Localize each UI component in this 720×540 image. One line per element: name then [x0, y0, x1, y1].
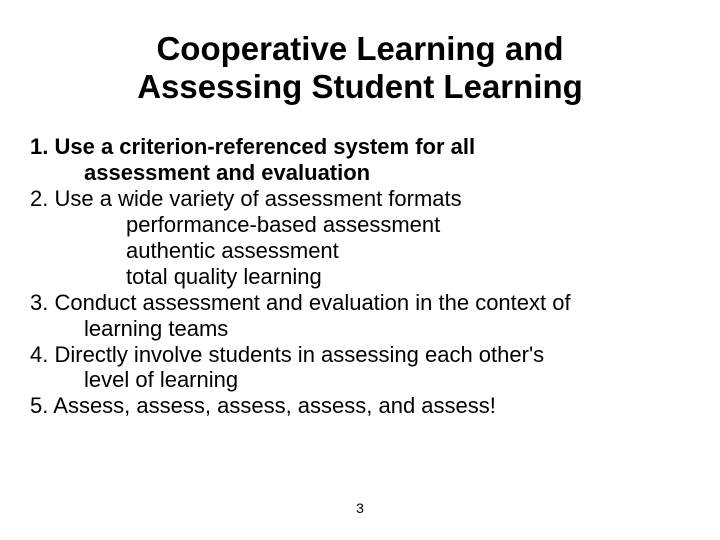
item-number: 3.: [30, 290, 48, 315]
slide: Cooperative Learning and Assessing Stude…: [0, 0, 720, 540]
item-number: 4.: [30, 342, 48, 367]
item-number: 1.: [30, 134, 48, 159]
item-number: 2.: [30, 186, 48, 211]
item-text: total quality learning: [126, 264, 322, 289]
list-item: 3. Conduct assessment and evaluation in …: [30, 290, 690, 316]
list-item: 1. Use a criterion-referenced system for…: [30, 134, 690, 160]
item-text: assessment and evaluation: [84, 160, 370, 185]
item-text: Directly involve students in assessing e…: [54, 342, 544, 367]
item-text: Assess, assess, assess, assess, and asse…: [53, 393, 496, 418]
list-item: 4. Directly involve students in assessin…: [30, 342, 690, 368]
list-item: 5. Assess, assess, assess, assess, and a…: [30, 393, 690, 419]
item-text: Use a criterion-referenced system for al…: [54, 134, 475, 159]
slide-body: 1. Use a criterion-referenced system for…: [30, 134, 690, 419]
item-number: 5.: [30, 393, 48, 418]
item-text: Use a wide variety of assessment formats: [54, 186, 461, 211]
title-line-1: Cooperative Learning and: [156, 30, 563, 67]
item-text: level of learning: [84, 367, 238, 392]
page-number: 3: [0, 500, 720, 516]
item-text: performance-based assessment: [126, 212, 440, 237]
slide-title: Cooperative Learning and Assessing Stude…: [30, 30, 690, 106]
item-continuation: level of learning: [30, 367, 690, 393]
item-subline: total quality learning: [30, 264, 690, 290]
item-continuation: assessment and evaluation: [30, 160, 690, 186]
item-continuation: learning teams: [30, 316, 690, 342]
list-item: 2. Use a wide variety of assessment form…: [30, 186, 690, 212]
item-text: authentic assessment: [126, 238, 339, 263]
item-text: learning teams: [84, 316, 228, 341]
item-text: Conduct assessment and evaluation in the…: [54, 290, 570, 315]
item-subline: performance-based assessment: [30, 212, 690, 238]
item-subline: authentic assessment: [30, 238, 690, 264]
title-line-2: Assessing Student Learning: [137, 68, 583, 105]
